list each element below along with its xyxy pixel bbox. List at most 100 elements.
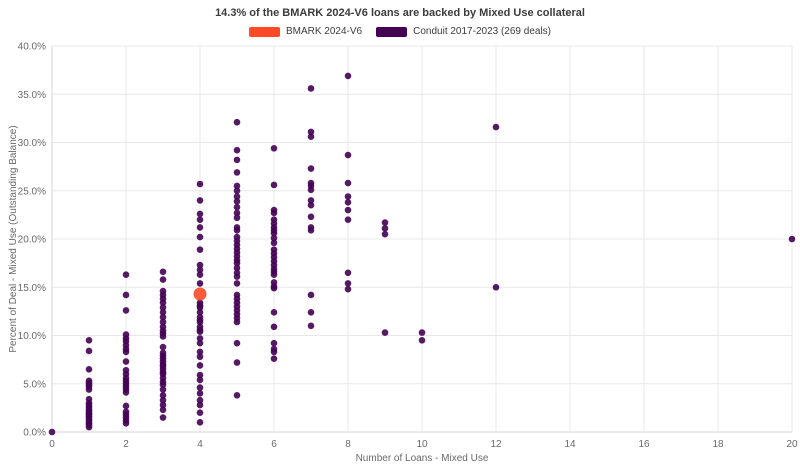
conduit-point [196,348,204,356]
conduit-point [196,280,204,287]
conduit-point [196,384,204,391]
x-axis-title: Number of Loans - Mixed Use [356,453,489,464]
conduit-point [85,423,93,431]
conduit-point [233,359,241,366]
x-tick-label: 2 [123,439,129,450]
conduit-point [233,280,241,287]
conduit-point [159,299,167,306]
conduit-point [159,333,167,340]
conduit-point [159,313,167,321]
conduit-point [159,309,167,316]
legend-label-bmark: BMARK 2024-V6 [285,26,363,37]
conduit-point [233,392,241,399]
legend-item-bmark: BMARK 2024-V6 [248,26,363,37]
conduit-point [233,318,241,326]
x-tick-label: 16 [638,439,650,450]
conduit-point [196,390,204,397]
conduit-point [196,180,204,188]
y-tick-label: 10.0% [18,331,46,342]
conduit-point [270,339,278,347]
conduit-point [85,347,93,355]
conduit-point [307,165,315,172]
x-tick-label: 14 [564,439,576,450]
conduit-point [233,198,241,205]
y-tick-label: 25.0% [18,186,46,197]
conduit-point [270,209,278,217]
conduit-point [159,304,167,311]
conduit-point [85,365,93,373]
conduit-point [307,85,315,92]
conduit-point [307,322,315,330]
conduit-point [196,309,204,316]
conduit-point [122,420,130,427]
conduit-point [159,401,167,409]
y-tick-label: 35.0% [18,90,46,101]
y-tick-label: 30.0% [18,138,46,149]
conduit-point [270,234,278,242]
conduit-point [307,186,315,194]
x-tick-label: 8 [345,439,351,450]
conduit-point [196,371,204,379]
conduit-point [307,227,315,234]
conduit-point [196,266,204,274]
conduit-point [233,182,241,190]
conduit-point [122,271,130,279]
conduit-point [233,118,241,126]
conduit-point [307,213,315,221]
conduit-point [270,181,278,189]
conduit-point [196,197,204,204]
conduit-point [233,209,241,217]
conduit-point [344,199,352,206]
conduit-point [159,386,167,393]
conduit-point [270,144,278,152]
conduit-point [270,229,278,237]
conduit-point [196,261,204,269]
conduit-point [196,339,204,347]
conduit-point [344,179,352,187]
conduit-point [344,72,352,80]
conduit-point [344,193,352,200]
conduit-point [492,283,500,291]
conduit-point [418,337,426,344]
chart-title: 14.3% of the BMARK 2024-V6 loans are bac… [215,7,585,19]
conduit-point [381,225,389,232]
conduit-point [233,273,241,280]
conduit-point [344,206,352,214]
conduit-point [381,329,389,336]
x-tick-label: 6 [271,439,277,450]
conduit-point [270,309,278,316]
conduit-point [381,219,389,226]
conduit-point [122,307,130,314]
conduit-point [196,419,204,426]
y-tick-label: 5.0% [23,379,46,390]
conduit-point [233,187,241,195]
conduit-point [159,318,167,326]
x-tick-label: 4 [197,439,203,450]
x-tick-label: 10 [416,439,428,450]
conduit-point [344,280,352,287]
conduit-point [418,329,426,336]
conduit-point [270,239,278,247]
conduit-point [48,428,56,436]
conduit-point [196,210,204,218]
conduit-point [159,414,167,421]
x-tick-label: 12 [490,439,502,450]
conduit-point [196,362,204,369]
bmark-swatch-icon [248,26,280,37]
conduit-point [307,197,315,204]
conduit-point [196,401,204,409]
conduit-point [307,309,315,316]
conduit-point [233,264,241,272]
conduit-point [270,323,278,331]
x-tick-label: 0 [49,439,55,450]
conduit-point [233,169,241,176]
conduit-point [344,151,352,159]
x-tick-label: 18 [712,439,724,450]
conduit-point [122,389,130,396]
legend-item-conduit: Conduit 2017-2023 (269 deals) [376,26,551,37]
conduit-point [344,285,352,293]
conduit-point [122,358,130,365]
conduit-point [196,335,204,342]
y-tick-label: 15.0% [18,283,46,294]
